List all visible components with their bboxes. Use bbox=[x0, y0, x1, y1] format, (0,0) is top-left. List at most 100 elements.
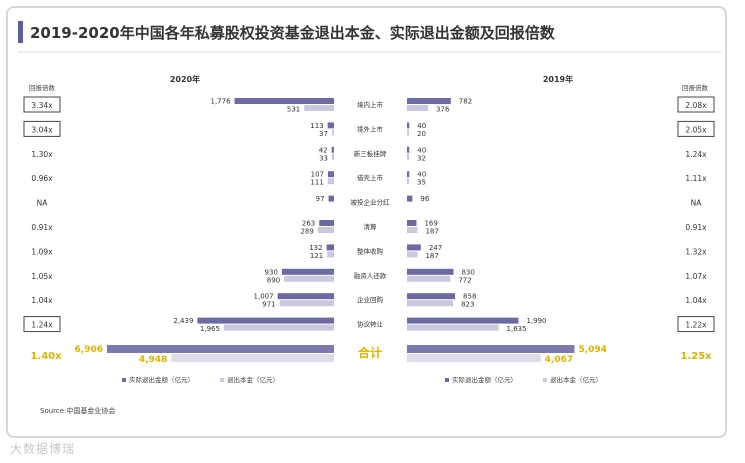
value-label-actual-left: 1,007 bbox=[254, 293, 274, 301]
multiple-box-right bbox=[677, 316, 715, 333]
multiple-header-left: 回报倍数 bbox=[29, 83, 56, 92]
chart-title: 2019-2020年中国各年私募股权投资基金退出本金、实际退出金额及回报倍数 bbox=[30, 24, 556, 42]
bar-actual-left bbox=[234, 98, 334, 104]
year-label-2020: 2020年 bbox=[170, 74, 200, 84]
bar-actual-left bbox=[319, 220, 334, 226]
bar-principal-right bbox=[407, 275, 451, 282]
bar-actual-right bbox=[407, 220, 417, 226]
multiple-label-right: 1.22x bbox=[685, 321, 707, 330]
category-label: 新三板挂牌 bbox=[354, 149, 387, 158]
value-label-actual-right: 96 bbox=[420, 195, 429, 203]
bar-principal-left bbox=[223, 324, 334, 331]
multiple-label-left: NA bbox=[37, 199, 49, 208]
multiple-label-right: 1.07x bbox=[685, 272, 707, 281]
multiple-label-right: 2.08x bbox=[685, 101, 707, 110]
value-label-principal-right: 772 bbox=[458, 276, 471, 284]
value-label-principal-left: 1,965 bbox=[200, 325, 220, 333]
bar-principal-left bbox=[327, 251, 334, 258]
value-label-actual-right: 1,990 bbox=[526, 317, 546, 325]
value-label-principal-left: 121 bbox=[310, 252, 323, 260]
value-label-actual-left: 42 bbox=[319, 146, 328, 154]
value-label-actual-right: 169 bbox=[424, 220, 437, 228]
value-label-principal-left: 33 bbox=[319, 154, 328, 162]
multiple-label-left: 1.24x bbox=[31, 321, 53, 330]
value-label-principal-right: 187 bbox=[425, 252, 438, 260]
bar-principal-left bbox=[284, 275, 334, 282]
source-note: Source:中国基金业协会 bbox=[40, 406, 115, 415]
multiple-label-right: 2.05x bbox=[685, 125, 707, 134]
legend-label-actual-right: 实际退出金额（亿元） bbox=[452, 375, 517, 384]
category-label: 清算 bbox=[364, 222, 378, 231]
legend-label-actual-left: 实际退出金额（亿元） bbox=[129, 375, 194, 384]
value-label-actual-left: 2,439 bbox=[173, 317, 193, 325]
multiple-label-right: NA bbox=[691, 199, 703, 208]
bar-actual-right bbox=[407, 195, 413, 202]
total-value-actual-right: 5,094 bbox=[578, 345, 606, 355]
legend-label-principal-right: 退出本金（亿元） bbox=[550, 375, 602, 384]
bar-total-actual-left bbox=[107, 345, 334, 353]
bar-total-principal-right bbox=[407, 354, 541, 362]
multiple-label-right: 1.04x bbox=[685, 296, 707, 305]
multiple-label-left: 3.04x bbox=[31, 125, 53, 134]
value-label-principal-right: 32 bbox=[417, 154, 426, 162]
multiple-box-left bbox=[23, 316, 61, 333]
total-multiple-right: 1.25x bbox=[680, 351, 712, 362]
value-label-actual-left: 1,776 bbox=[210, 98, 231, 106]
multiple-label-right: 1.11x bbox=[685, 174, 707, 183]
value-label-actual-right: 830 bbox=[461, 268, 474, 276]
bar-actual-right bbox=[407, 122, 410, 129]
total-label: 合计 bbox=[358, 345, 382, 360]
value-label-principal-right: 35 bbox=[417, 179, 426, 187]
legend-swatch-principal-right bbox=[543, 378, 547, 382]
category-label: 协议转让 bbox=[357, 320, 384, 329]
bar-actual-right bbox=[407, 317, 519, 324]
bar-actual-right bbox=[407, 146, 410, 153]
category-label: 境内上市 bbox=[357, 100, 384, 109]
chart-frame bbox=[6, 6, 727, 438]
multiple-label-right: 0.91x bbox=[685, 223, 707, 232]
bar-actual-right bbox=[407, 293, 456, 300]
value-label-principal-right: 376 bbox=[436, 106, 450, 114]
value-label-principal-left: 531 bbox=[287, 106, 300, 114]
legend-label-principal-left: 退出本金（亿元） bbox=[227, 375, 279, 384]
bar-principal-right bbox=[407, 129, 409, 136]
bar-principal-left bbox=[332, 153, 334, 160]
bar-actual-left bbox=[281, 268, 334, 275]
bar-principal-right bbox=[407, 324, 499, 331]
multiple-box-left bbox=[23, 96, 61, 113]
value-label-principal-right: 1,635 bbox=[507, 325, 527, 333]
multiple-label-left: 1.30x bbox=[31, 150, 53, 159]
total-value-principal-right: 4,067 bbox=[545, 355, 573, 365]
legend-swatch-principal-left bbox=[220, 378, 224, 382]
multiple-label-left: 1.09x bbox=[31, 247, 53, 256]
multiple-label-left: 0.91x bbox=[31, 223, 53, 232]
bar-actual-right bbox=[407, 171, 410, 178]
bar-principal-right bbox=[407, 300, 454, 307]
multiple-box-left bbox=[23, 120, 61, 137]
multiple-box-right bbox=[677, 96, 715, 113]
title-accent-bar bbox=[18, 21, 23, 43]
value-label-actual-right: 40 bbox=[417, 171, 426, 179]
bar-actual-right bbox=[407, 268, 454, 275]
bar-actual-left bbox=[277, 293, 334, 300]
value-label-actual-left: 97 bbox=[316, 195, 325, 203]
bar-actual-left bbox=[328, 171, 334, 178]
value-label-principal-right: 187 bbox=[425, 228, 438, 236]
value-label-actual-right: 858 bbox=[463, 293, 476, 301]
bar-actual-right bbox=[407, 244, 421, 251]
value-label-actual-left: 107 bbox=[311, 171, 324, 179]
bar-principal-left bbox=[279, 300, 334, 307]
bar-principal-right bbox=[407, 227, 418, 233]
bar-principal-right bbox=[407, 105, 429, 111]
multiple-label-right: 1.24x bbox=[685, 150, 707, 159]
bar-total-principal-left bbox=[171, 354, 334, 362]
bar-actual-right bbox=[407, 98, 451, 104]
bar-principal-right bbox=[407, 251, 418, 258]
bar-actual-left bbox=[327, 122, 334, 129]
value-label-actual-right: 782 bbox=[459, 98, 472, 106]
multiple-label-left: 1.04x bbox=[31, 296, 53, 305]
value-label-principal-left: 37 bbox=[319, 130, 328, 138]
watermark-text: 大数据博瑞 bbox=[10, 442, 76, 456]
category-label: 整体收购 bbox=[357, 246, 384, 255]
